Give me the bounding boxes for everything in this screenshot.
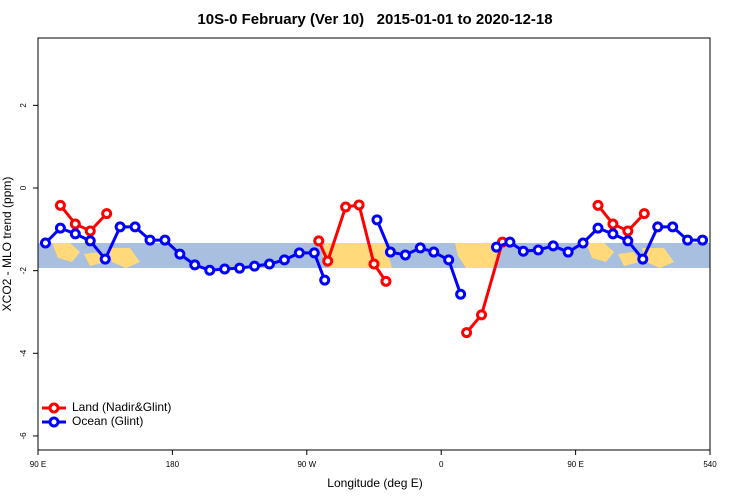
- x-tick-label: 540: [703, 460, 717, 469]
- data-point: [652, 221, 664, 233]
- data-point: [313, 235, 325, 247]
- data-point: [159, 234, 171, 246]
- data-point: [384, 246, 396, 258]
- data-point: [443, 254, 455, 266]
- data-point: [607, 218, 619, 230]
- data-point: [54, 199, 66, 211]
- chart-title: 10S-0 February (Ver 10) 2015-01-01 to 20…: [197, 11, 552, 28]
- data-point: [562, 246, 574, 258]
- y-tick-label: -2: [19, 267, 28, 275]
- data-point: [622, 225, 634, 237]
- data-point: [54, 222, 66, 234]
- legend-marker: [48, 416, 60, 428]
- land-shape: [52, 243, 140, 268]
- data-point: [592, 199, 604, 211]
- data-point: [144, 234, 156, 246]
- data-point: [353, 199, 365, 211]
- data-point: [319, 274, 331, 286]
- data-point: [455, 288, 467, 300]
- legend-marker: [48, 402, 60, 414]
- data-point: [504, 236, 516, 248]
- x-tick-label: 0: [439, 460, 444, 469]
- data-point: [204, 264, 216, 276]
- y-tick-label: -6: [19, 432, 28, 440]
- data-point: [84, 225, 96, 237]
- data-point: [308, 247, 320, 259]
- data-point: [249, 260, 261, 272]
- x-axis-label: Longitude (deg E): [327, 476, 422, 490]
- data-point: [219, 263, 231, 275]
- data-point: [682, 234, 694, 246]
- y-axis-label: XCO2 - MLO trend (ppm): [0, 177, 14, 312]
- data-point: [322, 255, 334, 267]
- data-point: [263, 258, 275, 270]
- data-point: [637, 253, 649, 265]
- data-point: [39, 237, 51, 249]
- data-point: [622, 235, 634, 247]
- data-point: [129, 221, 141, 233]
- x-tick-label: 90 E: [567, 460, 583, 469]
- y-tick-label: -4: [19, 349, 28, 357]
- data-point: [638, 208, 650, 220]
- data-point: [84, 235, 96, 247]
- data-point: [414, 242, 426, 254]
- data-point: [697, 234, 709, 246]
- data-point: [99, 253, 111, 265]
- land-shape: [586, 243, 674, 268]
- data-point: [577, 237, 589, 249]
- data-point: [428, 246, 440, 258]
- data-point: [532, 244, 544, 256]
- data-point: [69, 218, 81, 230]
- data-point: [547, 240, 559, 252]
- data-point: [399, 249, 411, 261]
- legend-label: Land (Nadir&Glint): [72, 400, 171, 414]
- legend-label: Ocean (Glint): [72, 414, 143, 428]
- data-point: [667, 221, 679, 233]
- data-point: [189, 259, 201, 271]
- x-tick-label: 90 E: [30, 460, 46, 469]
- data-point: [592, 222, 604, 234]
- data-point: [340, 201, 352, 213]
- data-point: [607, 228, 619, 240]
- data-point: [293, 247, 305, 259]
- x-tick-label: 180: [166, 460, 180, 469]
- data-point: [278, 254, 290, 266]
- y-tick-label: 2: [19, 103, 28, 108]
- data-point: [174, 248, 186, 260]
- data-point: [234, 262, 246, 274]
- land-shape: [455, 243, 500, 268]
- data-point: [69, 228, 81, 240]
- data-point: [371, 214, 383, 226]
- data-point: [114, 221, 126, 233]
- data-point: [517, 245, 529, 257]
- data-point: [476, 309, 488, 321]
- x-tick-label: 90 W: [297, 460, 316, 469]
- y-tick-label: 0: [19, 185, 28, 190]
- series-line: [59, 203, 646, 334]
- plot-frame: [37, 37, 711, 451]
- data-point: [490, 241, 502, 253]
- data-point: [101, 208, 113, 220]
- data-point: [368, 258, 380, 270]
- data-point: [461, 327, 473, 339]
- data-point: [380, 275, 392, 287]
